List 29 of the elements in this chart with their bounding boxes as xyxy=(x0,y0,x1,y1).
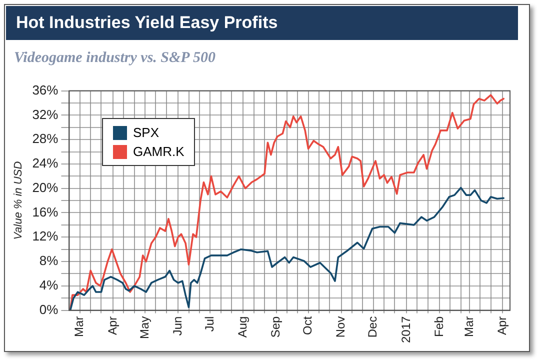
y-tick-label: 32% xyxy=(32,106,59,122)
y-tick-label: 24% xyxy=(32,156,59,171)
y-tick-label: 28% xyxy=(32,131,59,146)
x-tick-label: Jul xyxy=(202,316,216,332)
x-tick-label: Mar xyxy=(462,316,476,337)
x-tick-label: Jun xyxy=(170,316,184,336)
y-tick-label: 20% xyxy=(32,180,59,195)
y-tick-label: 8% xyxy=(39,253,59,268)
x-tick-label: 2017 xyxy=(398,316,413,344)
x-tick-label: Feb xyxy=(432,316,446,337)
x-tick-label: Apr xyxy=(105,316,120,335)
legend-label: GAMR.K xyxy=(133,144,184,159)
y-tick-label: 36% xyxy=(32,82,59,98)
y-tick-label: 12% xyxy=(32,228,59,244)
x-tick-label: Oct xyxy=(300,316,315,335)
chart-title: Hot Industries Yield Easy Profits xyxy=(6,6,518,40)
x-tick-label: Nov xyxy=(334,316,348,338)
x-tick-label: Aug xyxy=(235,316,250,338)
y-axis-title: Value % in USD xyxy=(12,161,25,240)
x-tick-label: Apr xyxy=(494,316,509,335)
chart-subtitle: Videogame industry vs. S&P 500 xyxy=(14,50,216,67)
x-tick-label: Sep xyxy=(268,316,283,338)
x-tick-label: Dec xyxy=(366,316,380,338)
y-tick-label: 16% xyxy=(32,204,59,220)
x-tick-label: Mar xyxy=(72,316,86,337)
y-tick-label: 0% xyxy=(39,302,59,317)
legend-label: SPX xyxy=(133,125,160,140)
x-tick-label: May xyxy=(137,316,152,339)
y-tick-label: 4% xyxy=(39,277,59,292)
